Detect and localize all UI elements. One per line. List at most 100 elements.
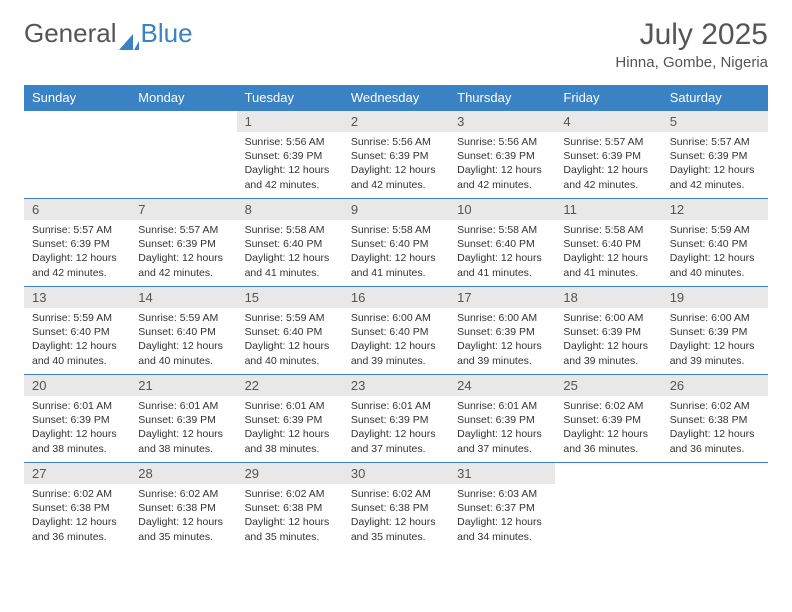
day-content: Sunrise: 5:57 AMSunset: 6:39 PMDaylight:…: [130, 220, 236, 286]
day-content: Sunrise: 5:57 AMSunset: 6:39 PMDaylight:…: [662, 132, 768, 198]
logo-sail-icon: [119, 26, 139, 42]
day-content: Sunrise: 6:00 AMSunset: 6:39 PMDaylight:…: [662, 308, 768, 374]
day-number: 6: [24, 199, 130, 220]
calendar-cell: [555, 463, 661, 551]
calendar-cell: 31Sunrise: 6:03 AMSunset: 6:37 PMDayligh…: [449, 463, 555, 551]
day-content: Sunrise: 5:59 AMSunset: 6:40 PMDaylight:…: [237, 308, 343, 374]
day-header: Thursday: [449, 85, 555, 111]
calendar-cell: 2Sunrise: 5:56 AMSunset: 6:39 PMDaylight…: [343, 111, 449, 199]
day-content: Sunrise: 6:02 AMSunset: 6:38 PMDaylight:…: [130, 484, 236, 550]
calendar-row: 6Sunrise: 5:57 AMSunset: 6:39 PMDaylight…: [24, 199, 768, 287]
calendar-cell: 5Sunrise: 5:57 AMSunset: 6:39 PMDaylight…: [662, 111, 768, 199]
logo-text-part1: General: [24, 18, 117, 49]
day-number: 12: [662, 199, 768, 220]
day-number: 5: [662, 111, 768, 132]
calendar-cell: 1Sunrise: 5:56 AMSunset: 6:39 PMDaylight…: [237, 111, 343, 199]
day-content: Sunrise: 5:59 AMSunset: 6:40 PMDaylight:…: [662, 220, 768, 286]
day-content: Sunrise: 6:02 AMSunset: 6:38 PMDaylight:…: [237, 484, 343, 550]
calendar-cell: 23Sunrise: 6:01 AMSunset: 6:39 PMDayligh…: [343, 375, 449, 463]
calendar-cell: [662, 463, 768, 551]
logo-text-part2: Blue: [141, 18, 193, 49]
calendar-cell: 7Sunrise: 5:57 AMSunset: 6:39 PMDaylight…: [130, 199, 236, 287]
day-number: 16: [343, 287, 449, 308]
header: General Blue July 2025 Hinna, Gombe, Nige…: [24, 18, 768, 71]
day-content: Sunrise: 5:58 AMSunset: 6:40 PMDaylight:…: [237, 220, 343, 286]
calendar-cell: 30Sunrise: 6:02 AMSunset: 6:38 PMDayligh…: [343, 463, 449, 551]
day-content: Sunrise: 6:00 AMSunset: 6:39 PMDaylight:…: [555, 308, 661, 374]
day-content: Sunrise: 5:58 AMSunset: 6:40 PMDaylight:…: [343, 220, 449, 286]
calendar-cell: 11Sunrise: 5:58 AMSunset: 6:40 PMDayligh…: [555, 199, 661, 287]
day-content: Sunrise: 5:57 AMSunset: 6:39 PMDaylight:…: [24, 220, 130, 286]
calendar-cell: 21Sunrise: 6:01 AMSunset: 6:39 PMDayligh…: [130, 375, 236, 463]
day-header: Saturday: [662, 85, 768, 111]
day-number: 1: [237, 111, 343, 132]
day-header: Tuesday: [237, 85, 343, 111]
calendar-cell: 17Sunrise: 6:00 AMSunset: 6:39 PMDayligh…: [449, 287, 555, 375]
day-content: Sunrise: 6:01 AMSunset: 6:39 PMDaylight:…: [237, 396, 343, 462]
logo: General Blue: [24, 18, 193, 49]
title-block: July 2025 Hinna, Gombe, Nigeria: [615, 18, 768, 71]
day-number: 29: [237, 463, 343, 484]
day-header: Wednesday: [343, 85, 449, 111]
calendar-cell: 28Sunrise: 6:02 AMSunset: 6:38 PMDayligh…: [130, 463, 236, 551]
day-number: 3: [449, 111, 555, 132]
day-content: Sunrise: 6:02 AMSunset: 6:39 PMDaylight:…: [555, 396, 661, 462]
day-content: Sunrise: 6:03 AMSunset: 6:37 PMDaylight:…: [449, 484, 555, 550]
calendar-cell: 27Sunrise: 6:02 AMSunset: 6:38 PMDayligh…: [24, 463, 130, 551]
day-number: 21: [130, 375, 236, 396]
day-content: Sunrise: 6:02 AMSunset: 6:38 PMDaylight:…: [343, 484, 449, 550]
calendar-cell: 19Sunrise: 6:00 AMSunset: 6:39 PMDayligh…: [662, 287, 768, 375]
day-number: 23: [343, 375, 449, 396]
day-content: Sunrise: 5:56 AMSunset: 6:39 PMDaylight:…: [449, 132, 555, 198]
day-header: Friday: [555, 85, 661, 111]
calendar-row: 1Sunrise: 5:56 AMSunset: 6:39 PMDaylight…: [24, 111, 768, 199]
day-number: 17: [449, 287, 555, 308]
calendar-cell: 24Sunrise: 6:01 AMSunset: 6:39 PMDayligh…: [449, 375, 555, 463]
day-number: 28: [130, 463, 236, 484]
calendar-row: 13Sunrise: 5:59 AMSunset: 6:40 PMDayligh…: [24, 287, 768, 375]
day-content: Sunrise: 5:59 AMSunset: 6:40 PMDaylight:…: [24, 308, 130, 374]
day-number: 10: [449, 199, 555, 220]
calendar-cell: 8Sunrise: 5:58 AMSunset: 6:40 PMDaylight…: [237, 199, 343, 287]
day-number: 18: [555, 287, 661, 308]
day-content: Sunrise: 6:01 AMSunset: 6:39 PMDaylight:…: [130, 396, 236, 462]
day-number: 7: [130, 199, 236, 220]
day-number: 20: [24, 375, 130, 396]
calendar-cell: 6Sunrise: 5:57 AMSunset: 6:39 PMDaylight…: [24, 199, 130, 287]
day-number: 26: [662, 375, 768, 396]
day-number: 9: [343, 199, 449, 220]
month-title: July 2025: [615, 18, 768, 52]
day-content: Sunrise: 5:58 AMSunset: 6:40 PMDaylight:…: [555, 220, 661, 286]
day-number: 25: [555, 375, 661, 396]
day-number: 22: [237, 375, 343, 396]
day-content: Sunrise: 6:01 AMSunset: 6:39 PMDaylight:…: [24, 396, 130, 462]
day-number: 19: [662, 287, 768, 308]
day-number: 14: [130, 287, 236, 308]
day-content: Sunrise: 6:02 AMSunset: 6:38 PMDaylight:…: [662, 396, 768, 462]
day-number: 13: [24, 287, 130, 308]
day-number: 30: [343, 463, 449, 484]
day-header: Monday: [130, 85, 236, 111]
calendar-row: 27Sunrise: 6:02 AMSunset: 6:38 PMDayligh…: [24, 463, 768, 551]
day-number: 27: [24, 463, 130, 484]
calendar-cell: 15Sunrise: 5:59 AMSunset: 6:40 PMDayligh…: [237, 287, 343, 375]
day-header-row: SundayMondayTuesdayWednesdayThursdayFrid…: [24, 85, 768, 111]
calendar-table: SundayMondayTuesdayWednesdayThursdayFrid…: [24, 85, 768, 551]
calendar-cell: 12Sunrise: 5:59 AMSunset: 6:40 PMDayligh…: [662, 199, 768, 287]
calendar-cell: 22Sunrise: 6:01 AMSunset: 6:39 PMDayligh…: [237, 375, 343, 463]
day-content: Sunrise: 5:58 AMSunset: 6:40 PMDaylight:…: [449, 220, 555, 286]
day-content: Sunrise: 6:01 AMSunset: 6:39 PMDaylight:…: [343, 396, 449, 462]
day-content: Sunrise: 5:59 AMSunset: 6:40 PMDaylight:…: [130, 308, 236, 374]
day-number: 4: [555, 111, 661, 132]
day-content: Sunrise: 6:01 AMSunset: 6:39 PMDaylight:…: [449, 396, 555, 462]
day-header: Sunday: [24, 85, 130, 111]
day-content: Sunrise: 6:00 AMSunset: 6:39 PMDaylight:…: [449, 308, 555, 374]
calendar-cell: 18Sunrise: 6:00 AMSunset: 6:39 PMDayligh…: [555, 287, 661, 375]
day-number: 31: [449, 463, 555, 484]
calendar-cell: 25Sunrise: 6:02 AMSunset: 6:39 PMDayligh…: [555, 375, 661, 463]
day-number: 8: [237, 199, 343, 220]
day-content: Sunrise: 5:56 AMSunset: 6:39 PMDaylight:…: [343, 132, 449, 198]
day-number: 11: [555, 199, 661, 220]
day-content: Sunrise: 6:02 AMSunset: 6:38 PMDaylight:…: [24, 484, 130, 550]
calendar-cell: 14Sunrise: 5:59 AMSunset: 6:40 PMDayligh…: [130, 287, 236, 375]
